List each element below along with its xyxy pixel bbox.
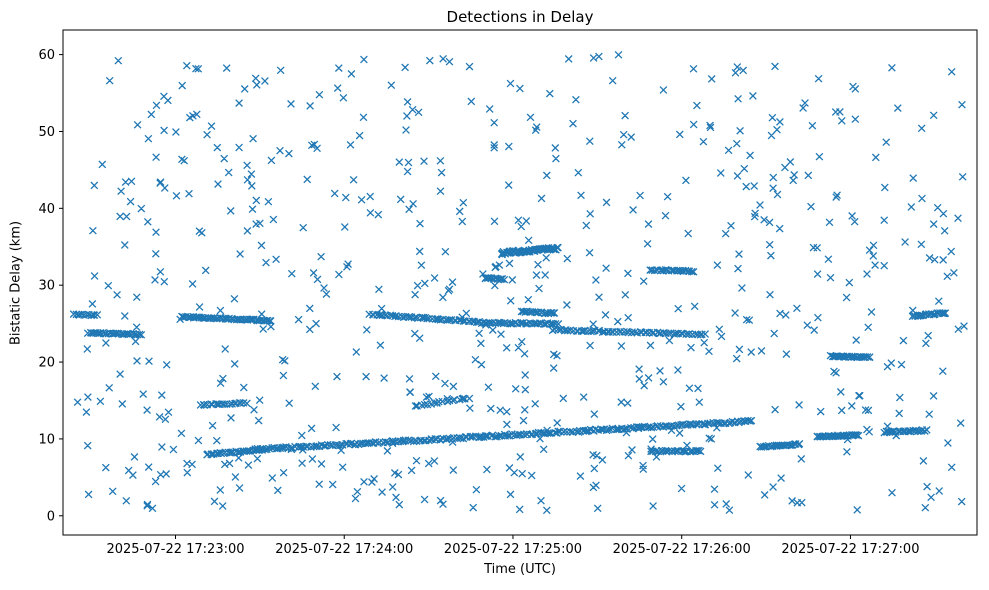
x-axis-label: Time (UTC) [484, 562, 556, 577]
x-tick-label: 2025-07-22 17:27:00 [781, 542, 919, 557]
x-tick-label: 2025-07-22 17:26:00 [613, 542, 751, 557]
y-axis-label: Bistatic Delay (km) [8, 220, 24, 346]
x-tick-label: 2025-07-22 17:25:00 [444, 542, 582, 557]
detection-markers [69, 50, 968, 515]
chart-title: Detections in Delay [446, 8, 594, 26]
x-tick-label: 2025-07-22 17:24:00 [275, 542, 413, 557]
y-tick-label: 10 [38, 432, 55, 447]
y-tick-label: 0 [47, 509, 55, 524]
axes-frame [62, 29, 978, 536]
y-tick-label: 60 [38, 48, 55, 63]
y-tick-label: 50 [38, 125, 55, 140]
x-tick-label: 2025-07-22 17:23:00 [106, 542, 244, 557]
y-tick-label: 20 [38, 356, 55, 371]
y-tick-label: 30 [38, 279, 55, 294]
y-tick-label: 40 [38, 202, 55, 217]
